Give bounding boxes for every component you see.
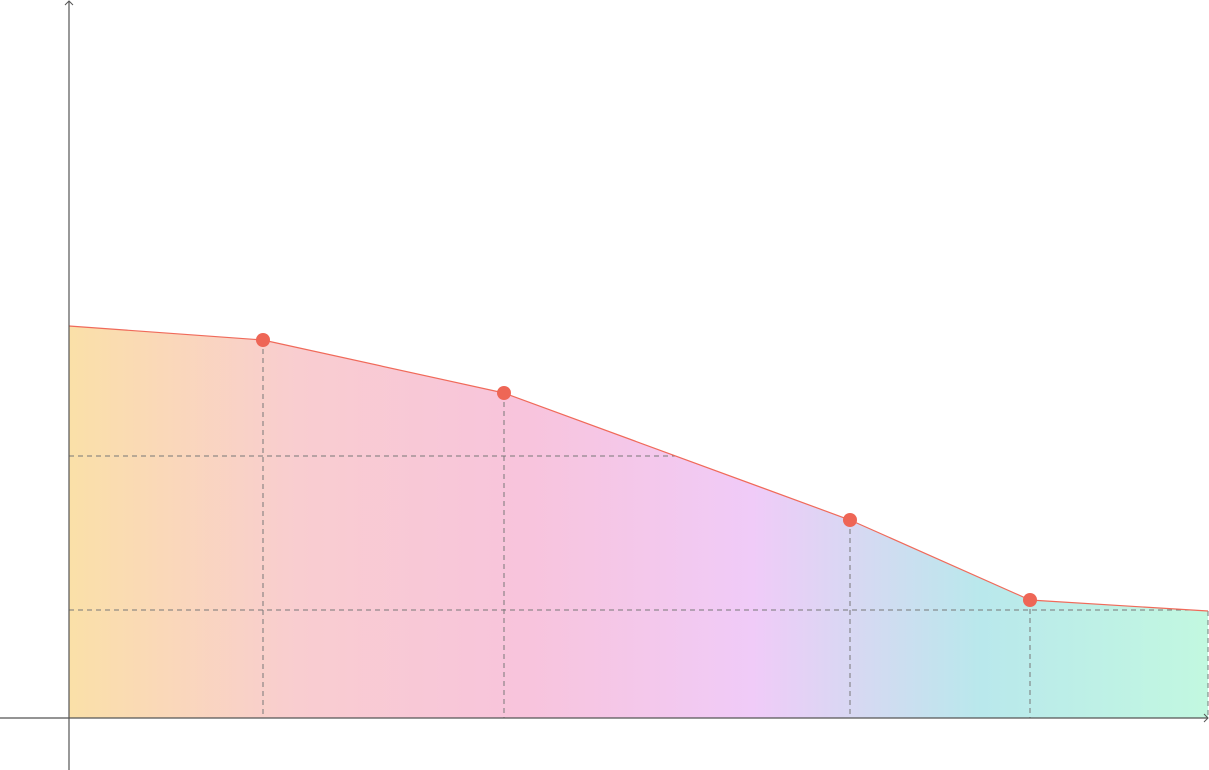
data-point — [256, 333, 270, 347]
y-axis-arrow — [64, 0, 74, 6]
x-axis-arrow — [1203, 713, 1209, 723]
data-point — [843, 513, 857, 527]
data-point — [497, 386, 511, 400]
area-line — [68, 325, 1209, 612]
data-point — [1023, 593, 1037, 607]
area-fill — [69, 326, 1208, 718]
